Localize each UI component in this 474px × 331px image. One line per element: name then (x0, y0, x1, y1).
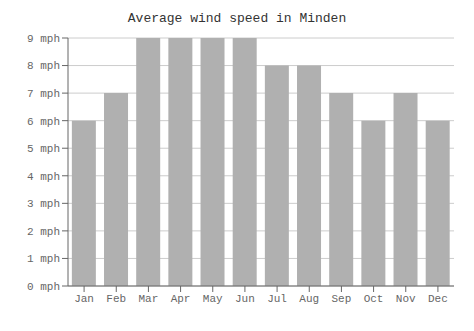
svg-text:2 mph: 2 mph (27, 226, 60, 238)
svg-text:3 mph: 3 mph (27, 198, 60, 210)
svg-text:Nov: Nov (396, 293, 416, 305)
svg-text:6 mph: 6 mph (27, 116, 60, 128)
svg-text:Jul: Jul (267, 293, 287, 305)
svg-text:Oct: Oct (364, 293, 384, 305)
svg-text:4 mph: 4 mph (27, 171, 60, 183)
svg-text:9 mph: 9 mph (27, 33, 60, 45)
svg-text:Mar: Mar (139, 293, 159, 305)
svg-text:Sep: Sep (332, 293, 352, 305)
svg-text:Jan: Jan (74, 293, 94, 305)
svg-text:Feb: Feb (106, 293, 126, 305)
svg-text:Apr: Apr (171, 293, 191, 305)
svg-text:Jun: Jun (235, 293, 255, 305)
svg-text:5 mph: 5 mph (27, 143, 60, 155)
svg-text:0 mph: 0 mph (27, 281, 60, 293)
svg-text:7 mph: 7 mph (27, 88, 60, 100)
svg-text:Aug: Aug (299, 293, 319, 305)
svg-text:8 mph: 8 mph (27, 60, 60, 72)
svg-text:May: May (203, 293, 223, 305)
svg-text:1 mph: 1 mph (27, 253, 60, 265)
html-text:Average wind speed in Minden: Average wind speed in Minden (127, 11, 347, 26)
svg-text:Dec: Dec (428, 293, 448, 305)
